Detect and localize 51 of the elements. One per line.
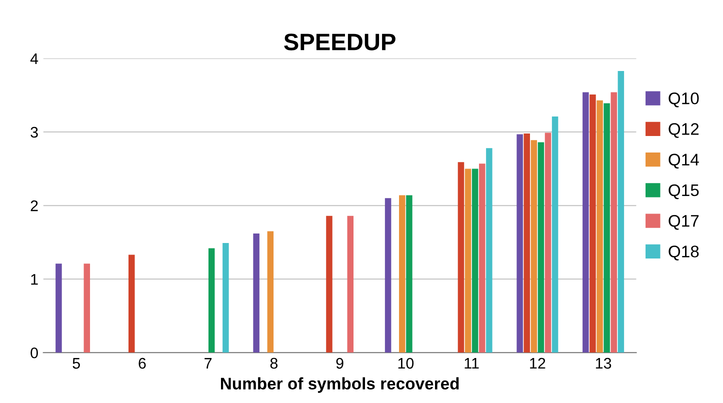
legend-label: Q14 (668, 154, 699, 169)
bar (610, 92, 618, 353)
bar (486, 148, 492, 353)
bar (524, 133, 530, 353)
bar (552, 116, 558, 353)
y-tick-label: 1 (31, 274, 38, 285)
legend-label: Q12 (668, 123, 699, 138)
x-tick-label: 11 (464, 358, 479, 369)
legend-label: Q17 (668, 215, 699, 230)
bar (406, 195, 412, 353)
y-tick-label: 4 (30, 53, 38, 64)
bar (347, 216, 354, 353)
bar (128, 254, 135, 353)
bar (222, 243, 229, 353)
bar (544, 132, 552, 353)
bar (479, 164, 486, 353)
bar (618, 70, 624, 353)
x-tick-label: 9 (336, 358, 344, 369)
bar (590, 94, 596, 353)
x-axis-title: Number of symbols recovered (220, 377, 459, 393)
x-tick-label: 10 (398, 358, 414, 369)
bar (530, 140, 538, 353)
bar (458, 162, 464, 353)
bar (604, 103, 610, 353)
legend-label: Q10 (668, 92, 699, 108)
bar (84, 264, 90, 353)
bar (267, 231, 274, 353)
y-tick-label: 2 (30, 200, 38, 212)
x-tick-label: 7 (204, 358, 212, 369)
legend-label: Q18 (668, 246, 699, 260)
bar (516, 134, 523, 353)
bar (253, 233, 260, 353)
chart-title: SPEEDUP (284, 34, 396, 50)
y-tick-label: 0 (30, 347, 38, 358)
x-tick-label: 8 (270, 358, 278, 369)
x-tick-label: 13 (596, 358, 612, 369)
x-tick-label: 12 (530, 358, 546, 369)
bar (384, 198, 392, 353)
legend-label: Q15 (668, 184, 699, 200)
bar (538, 142, 544, 353)
bar (596, 100, 603, 353)
y-tick-label: 3 (30, 126, 38, 138)
x-tick-label: 5 (72, 358, 80, 369)
bar (472, 168, 478, 353)
x-tick-label: 6 (138, 358, 146, 369)
bar (56, 264, 62, 353)
bar (464, 168, 472, 353)
bar (399, 195, 406, 353)
bar (582, 92, 589, 353)
bar (326, 216, 332, 353)
bar (208, 248, 215, 353)
